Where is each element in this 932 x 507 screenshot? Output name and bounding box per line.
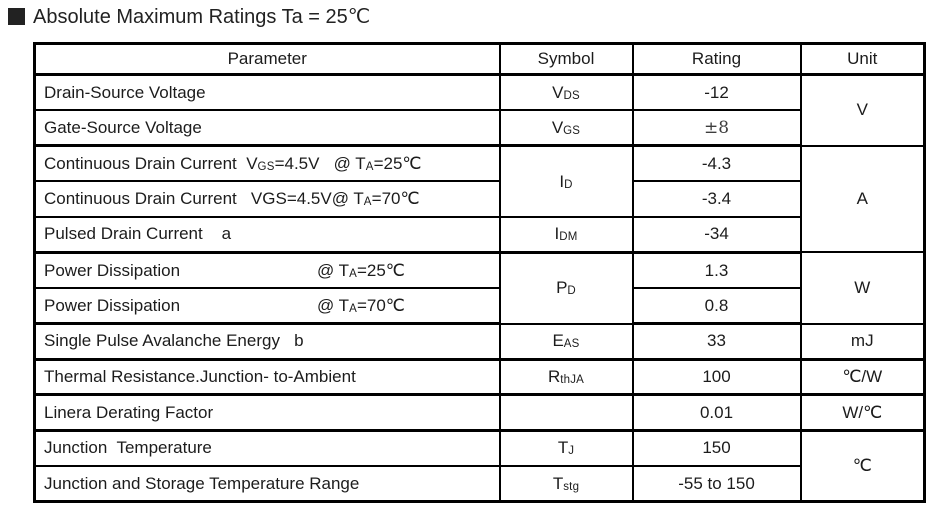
- rating-cell: -34: [631, 215, 802, 254]
- unit-cell: ℃/W: [799, 358, 926, 397]
- parameter-cell: Single Pulse Avalanche Energy b: [33, 322, 501, 361]
- rating-cell: ±8: [631, 109, 802, 148]
- symbol-cell: [498, 393, 634, 432]
- table-row: Drain-Source Voltage VDS -12 V: [33, 73, 926, 147]
- rating-cell: -4.3: [631, 144, 802, 183]
- section-title-text: Absolute Maximum Ratings Ta = 25℃: [33, 6, 371, 28]
- header-rating: Rating: [631, 42, 802, 76]
- section-bullet-icon: [8, 8, 25, 25]
- parameter-cell: Power Dissipation @ TA=25℃: [33, 251, 501, 290]
- rating-cell: 33: [631, 322, 802, 361]
- unit-cell: A: [799, 144, 926, 254]
- parameter-text: Gate-Source Voltage: [44, 117, 202, 137]
- rating-cell: 100: [631, 358, 802, 397]
- parameter-cell: Junction Temperature: [33, 429, 501, 468]
- parameter-text: Power Dissipation: [44, 295, 181, 315]
- symbol-cell: PD: [498, 251, 634, 325]
- table-row: Power Dissipation @ TA=70℃ 0.8: [33, 287, 925, 326]
- unit-cell: ℃: [799, 429, 926, 503]
- unit-cell: V: [799, 73, 926, 147]
- parameter-cell: Linera Derating Factor: [33, 393, 501, 432]
- table-row: Junction Temperature TJ 150 ℃: [33, 429, 926, 503]
- table-row: Pulsed Drain Current a IDM -34: [33, 215, 925, 254]
- parameter-text: Junction Temperature: [44, 438, 212, 458]
- table-row: Thermal Resistance.Junction- to-Ambient …: [33, 358, 926, 397]
- table-row: Gate-Source Voltage VGS ±8: [33, 109, 925, 148]
- table-row: Continuous Drain Current VGS=4.5V@ TA=70…: [33, 180, 925, 218]
- parameter-cell: Thermal Resistance.Junction- to-Ambient: [33, 358, 501, 397]
- parameter-text: Continuous Drain Current VGS=4.5V@ TA=70…: [44, 189, 420, 209]
- unit-cell: mJ: [799, 322, 926, 361]
- rating-cell: -3.4: [631, 180, 802, 218]
- rating-cell: 1.3: [631, 251, 802, 290]
- unit-cell: W/℃: [799, 393, 926, 432]
- section-title: Absolute Maximum Ratings Ta = 25℃: [8, 4, 370, 29]
- header-symbol: Symbol: [498, 42, 634, 76]
- symbol-cell: TJ: [498, 429, 634, 468]
- parameter-condition: @ TA=25℃: [317, 260, 405, 280]
- parameter-cell: Power Dissipation @ TA=70℃: [33, 287, 501, 326]
- parameter-condition: @ TA=70℃: [317, 295, 405, 315]
- header-parameter: Parameter: [33, 42, 501, 76]
- table-row: Continuous Drain Current VGS=4.5V @ TA=2…: [33, 144, 926, 254]
- parameter-text: Drain-Source Voltage: [44, 82, 206, 102]
- symbol-cell: VGS: [498, 109, 634, 148]
- table-row: Power Dissipation @ TA=25℃ PD 1.3 W: [33, 251, 926, 325]
- parameter-cell: Gate-Source Voltage: [33, 109, 501, 148]
- parameter-text: Pulsed Drain Current a: [44, 224, 232, 244]
- unit-cell: W: [799, 251, 926, 325]
- parameter-cell: Junction and Storage Temperature Range: [33, 465, 501, 503]
- parameter-cell: Continuous Drain Current VGS=4.5V@ TA=70…: [33, 180, 501, 218]
- symbol-cell: ID: [498, 144, 634, 218]
- absolute-maximum-ratings-table: Parameter Symbol Rating Unit Drain-Sourc…: [33, 42, 926, 504]
- parameter-cell: Pulsed Drain Current a: [33, 215, 501, 254]
- parameter-text: Junction and Storage Temperature Range: [44, 473, 360, 493]
- symbol-cell: VDS: [498, 73, 634, 112]
- parameter-text: Continuous Drain Current VGS=4.5V @ TA=2…: [44, 153, 422, 173]
- symbol-cell: RthJA: [498, 358, 634, 397]
- rating-cell: 0.8: [631, 287, 802, 326]
- rating-cell: 150: [631, 429, 802, 468]
- parameter-text: Power Dissipation: [44, 260, 181, 280]
- symbol-cell: EAS: [498, 322, 634, 361]
- parameter-cell: Continuous Drain Current VGS=4.5V @ TA=2…: [33, 144, 501, 183]
- rating-cell: -55 to 150: [631, 465, 802, 503]
- parameter-text: Thermal Resistance.Junction- to-Ambient: [44, 367, 356, 387]
- rating-cell: -12: [631, 73, 802, 112]
- parameter-text: Linera Derating Factor: [44, 402, 214, 422]
- header-row: Parameter Symbol Rating Unit: [33, 42, 926, 76]
- symbol-cell: IDM: [498, 215, 634, 254]
- parameter-cell: Drain-Source Voltage: [33, 73, 501, 112]
- header-unit: Unit: [799, 42, 926, 76]
- table-row: Junction and Storage Temperature Range T…: [33, 465, 925, 503]
- table-row: Single Pulse Avalanche Energy b EAS 33 m…: [33, 322, 926, 361]
- symbol-cell: Tstg: [498, 465, 634, 503]
- parameter-text: Single Pulse Avalanche Energy b: [44, 331, 304, 351]
- rating-cell: 0.01: [631, 393, 802, 432]
- table-row: Linera Derating Factor 0.01 W/℃: [33, 393, 926, 432]
